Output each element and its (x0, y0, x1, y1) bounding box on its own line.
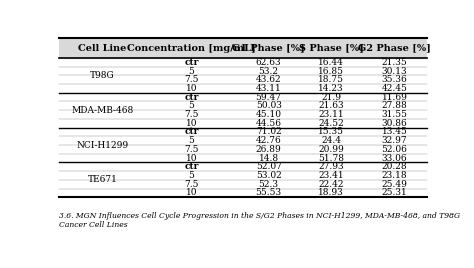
Text: 42.45: 42.45 (382, 84, 407, 93)
Text: 45.10: 45.10 (255, 110, 282, 119)
Text: 27.88: 27.88 (382, 101, 407, 110)
Text: MDA-MB-468: MDA-MB-468 (71, 106, 134, 115)
Text: 71.02: 71.02 (256, 128, 282, 136)
Text: TE671: TE671 (88, 175, 118, 184)
Text: ctr: ctr (184, 128, 199, 136)
Text: 14.23: 14.23 (318, 84, 344, 93)
Text: 25.49: 25.49 (382, 180, 407, 189)
Text: ctr: ctr (184, 162, 199, 171)
Text: 59.47: 59.47 (255, 93, 282, 102)
Text: 52.07: 52.07 (255, 162, 282, 171)
Text: 20.99: 20.99 (318, 145, 344, 154)
Text: NCI-H1299: NCI-H1299 (76, 140, 128, 150)
Text: 52.3: 52.3 (259, 180, 279, 189)
Text: 7.5: 7.5 (184, 75, 199, 84)
Text: 30.13: 30.13 (382, 66, 407, 76)
Text: 10: 10 (186, 154, 197, 163)
Text: 3.6. MGN Influences Cell Cycle Progression in the S/G2 Phases in NCI-H1299, MDA-: 3.6. MGN Influences Cell Cycle Progressi… (59, 212, 460, 229)
Text: 7.5: 7.5 (184, 110, 199, 119)
Text: 13.45: 13.45 (382, 128, 407, 136)
Text: 18.75: 18.75 (318, 75, 344, 84)
Text: 50.03: 50.03 (255, 101, 282, 110)
Text: 21.63: 21.63 (318, 101, 344, 110)
Text: 20.28: 20.28 (382, 162, 407, 171)
Text: 14.8: 14.8 (259, 154, 279, 163)
Text: 30.86: 30.86 (382, 119, 407, 128)
Text: 23.11: 23.11 (318, 110, 344, 119)
Text: 25.31: 25.31 (382, 188, 407, 198)
Text: 26.89: 26.89 (256, 145, 282, 154)
Text: ctr: ctr (184, 58, 199, 67)
Text: 18.93: 18.93 (318, 188, 344, 198)
Text: 16.85: 16.85 (318, 66, 344, 76)
Text: 23.41: 23.41 (318, 171, 344, 180)
Text: 11.69: 11.69 (382, 93, 407, 102)
Text: 5: 5 (189, 66, 194, 76)
Text: 42.76: 42.76 (256, 136, 282, 145)
Text: 10: 10 (186, 84, 197, 93)
Text: 35.36: 35.36 (382, 75, 407, 84)
Text: 43.62: 43.62 (256, 75, 282, 84)
Text: 44.56: 44.56 (255, 119, 282, 128)
Text: 7.5: 7.5 (184, 180, 199, 189)
Text: ctr: ctr (184, 93, 199, 102)
Text: 52.06: 52.06 (382, 145, 407, 154)
Text: T98G: T98G (90, 71, 115, 80)
Text: 22.42: 22.42 (319, 180, 344, 189)
Text: S Phase [%]: S Phase [%] (299, 44, 364, 53)
Text: Cell Line: Cell Line (78, 44, 127, 53)
Text: 21.9: 21.9 (321, 93, 341, 102)
Text: 7.5: 7.5 (184, 145, 199, 154)
Text: 24.4: 24.4 (321, 136, 341, 145)
Text: 10: 10 (186, 119, 197, 128)
Text: 24.52: 24.52 (318, 119, 344, 128)
Text: 16.44: 16.44 (318, 58, 344, 67)
Text: 23.18: 23.18 (382, 171, 407, 180)
Text: 53.02: 53.02 (256, 171, 282, 180)
Text: 5: 5 (189, 171, 194, 180)
Text: 32.97: 32.97 (382, 136, 407, 145)
Text: 21.35: 21.35 (382, 58, 407, 67)
Text: 31.55: 31.55 (382, 110, 408, 119)
Text: 43.11: 43.11 (256, 84, 282, 93)
Text: 33.06: 33.06 (382, 154, 407, 163)
Text: 15.35: 15.35 (318, 128, 344, 136)
Text: 55.53: 55.53 (255, 188, 282, 198)
Text: 5: 5 (189, 101, 194, 110)
Text: 62.63: 62.63 (256, 58, 282, 67)
Text: G1 Phase [%]: G1 Phase [%] (232, 44, 305, 53)
Bar (59, 38, 427, 58)
Text: 10: 10 (186, 188, 197, 198)
Text: 27.93: 27.93 (318, 162, 344, 171)
Text: 53.2: 53.2 (259, 66, 279, 76)
Text: 51.78: 51.78 (318, 154, 344, 163)
Text: 5: 5 (189, 136, 194, 145)
Text: Concentration [mg/mL]: Concentration [mg/mL] (127, 44, 256, 53)
Text: G2 Phase [%]: G2 Phase [%] (358, 44, 431, 53)
